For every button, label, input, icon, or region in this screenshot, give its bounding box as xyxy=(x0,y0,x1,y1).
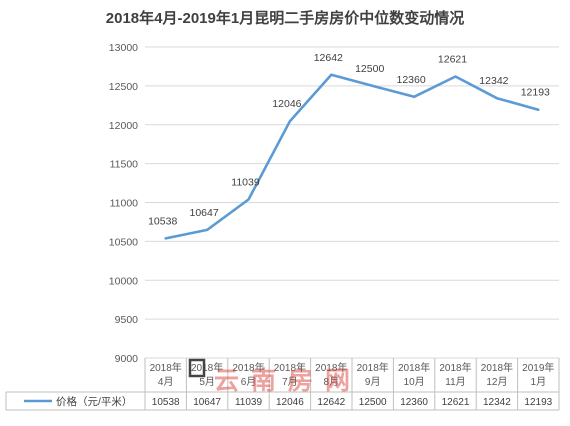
x-tick-label-month: 11月 xyxy=(445,376,465,388)
y-tick-label: 11500 xyxy=(110,159,139,171)
table-value: 12621 xyxy=(442,397,470,408)
x-tick-label-month: 7月 xyxy=(282,376,298,388)
series-price xyxy=(164,73,540,240)
data-label: 12342 xyxy=(479,75,508,87)
x-tick-label-month: 4月 xyxy=(158,376,174,388)
data-labels: 10538 10647 11039 12046 12642 12500 12360 12621… xyxy=(148,52,550,228)
table-value: 12193 xyxy=(524,397,552,408)
x-tick-label-month: 6月 xyxy=(241,376,257,388)
y-tick-label: 11000 xyxy=(110,198,139,210)
x-tick-label-year: 2018年 xyxy=(357,361,389,374)
table-value: 12360 xyxy=(400,397,428,408)
y-tick-label: 12500 xyxy=(109,81,138,93)
data-label: 12193 xyxy=(521,87,550,99)
table-value: 12642 xyxy=(317,397,345,408)
data-label: 12046 xyxy=(272,98,301,110)
x-tick-label-month: 1月 xyxy=(531,376,547,388)
y-tick-label: 9500 xyxy=(115,314,139,326)
data-label: 12642 xyxy=(314,52,343,64)
table-value: 12342 xyxy=(483,397,511,408)
x-tick-label-month: 10月 xyxy=(404,376,425,388)
data-label: 11039 xyxy=(231,176,260,188)
x-tick-label-year: 2018年 xyxy=(439,361,471,374)
y-tick-label: 10000 xyxy=(109,275,138,287)
y-tick-label: 13000 xyxy=(109,42,138,54)
x-tick-label-month: 8月 xyxy=(324,376,340,388)
y-tick-label: 10500 xyxy=(109,236,138,248)
table-value: 11039 xyxy=(235,397,263,408)
table-value: 12500 xyxy=(359,397,387,408)
y-tick-label: 9000 xyxy=(115,353,139,365)
x-tick-label-month: 9月 xyxy=(365,376,381,388)
x-tick-label-month: 12月 xyxy=(486,376,507,388)
x-tick-label-year: 2018年 xyxy=(191,361,223,374)
gridlines xyxy=(145,46,559,359)
x-tick-label-year: 2018年 xyxy=(481,361,513,374)
data-label: 12621 xyxy=(438,53,467,65)
x-tick-label-year: 2018年 xyxy=(274,361,306,374)
x-tick-label-year: 2018年 xyxy=(315,361,347,374)
y-tick-label: 12000 xyxy=(109,120,138,132)
x-tick-label-year: 2018年 xyxy=(150,361,182,374)
x-tick-label-year: 2018年 xyxy=(398,361,430,374)
x-tick-label-month: 5月 xyxy=(199,376,215,388)
series-line xyxy=(164,73,540,240)
watermark-text: 云南房网 xyxy=(214,366,362,395)
data-label: 12500 xyxy=(355,63,384,75)
x-tick-label-year: 2019年 xyxy=(522,361,554,374)
legend-label: 价格（元/平米） xyxy=(56,395,132,408)
chart-title: 2018年4月-2019年1月昆明二手房房价中位数变动情况 xyxy=(106,9,464,27)
x-tick-label-year: 2018年 xyxy=(232,361,264,374)
table-value: 10538 xyxy=(152,397,180,408)
data-label: 10647 xyxy=(189,207,218,219)
data-table: 2018年 4月 10538 2018年 5月 10647 2018年 6月 11039 2018… xyxy=(5,358,560,411)
table-value: 10647 xyxy=(193,397,221,408)
y-axis: 9000 9500 10000 10500 11000 11500 12000 12500 13… xyxy=(109,42,138,365)
table-value: 12046 xyxy=(276,397,304,408)
data-label: 12360 xyxy=(396,74,425,86)
data-label: 10538 xyxy=(148,215,177,227)
watermark-logo: 云南房网 xyxy=(188,358,362,395)
watermark-icon xyxy=(188,358,206,378)
